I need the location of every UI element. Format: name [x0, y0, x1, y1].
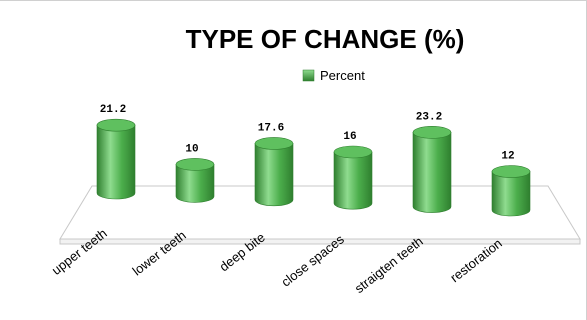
- bar: [491, 165, 531, 217]
- bar-value-label: 17.6: [258, 122, 284, 134]
- bar-value-label: 21.2: [100, 104, 126, 116]
- chart-floor-edge: [59, 238, 581, 245]
- bar: [254, 137, 294, 207]
- bar-value-label: 16: [343, 131, 356, 143]
- bar: [412, 126, 452, 213]
- legend-label: Percent: [320, 68, 365, 83]
- bar-value-label: 12: [501, 151, 514, 163]
- bar: [333, 145, 373, 210]
- legend-swatch: [302, 69, 315, 82]
- bar-value-label: 23.2: [416, 111, 442, 123]
- bars-group: [96, 118, 531, 217]
- legend: Percent: [302, 68, 365, 83]
- chart-title: TYPE OF CHANGE (%): [186, 24, 465, 54]
- bar: [175, 158, 215, 203]
- value-labels-group: 21.2 10 17.6 16 23.2 12: [100, 104, 515, 162]
- bar-value-label: 10: [185, 143, 198, 155]
- bar: [96, 118, 136, 200]
